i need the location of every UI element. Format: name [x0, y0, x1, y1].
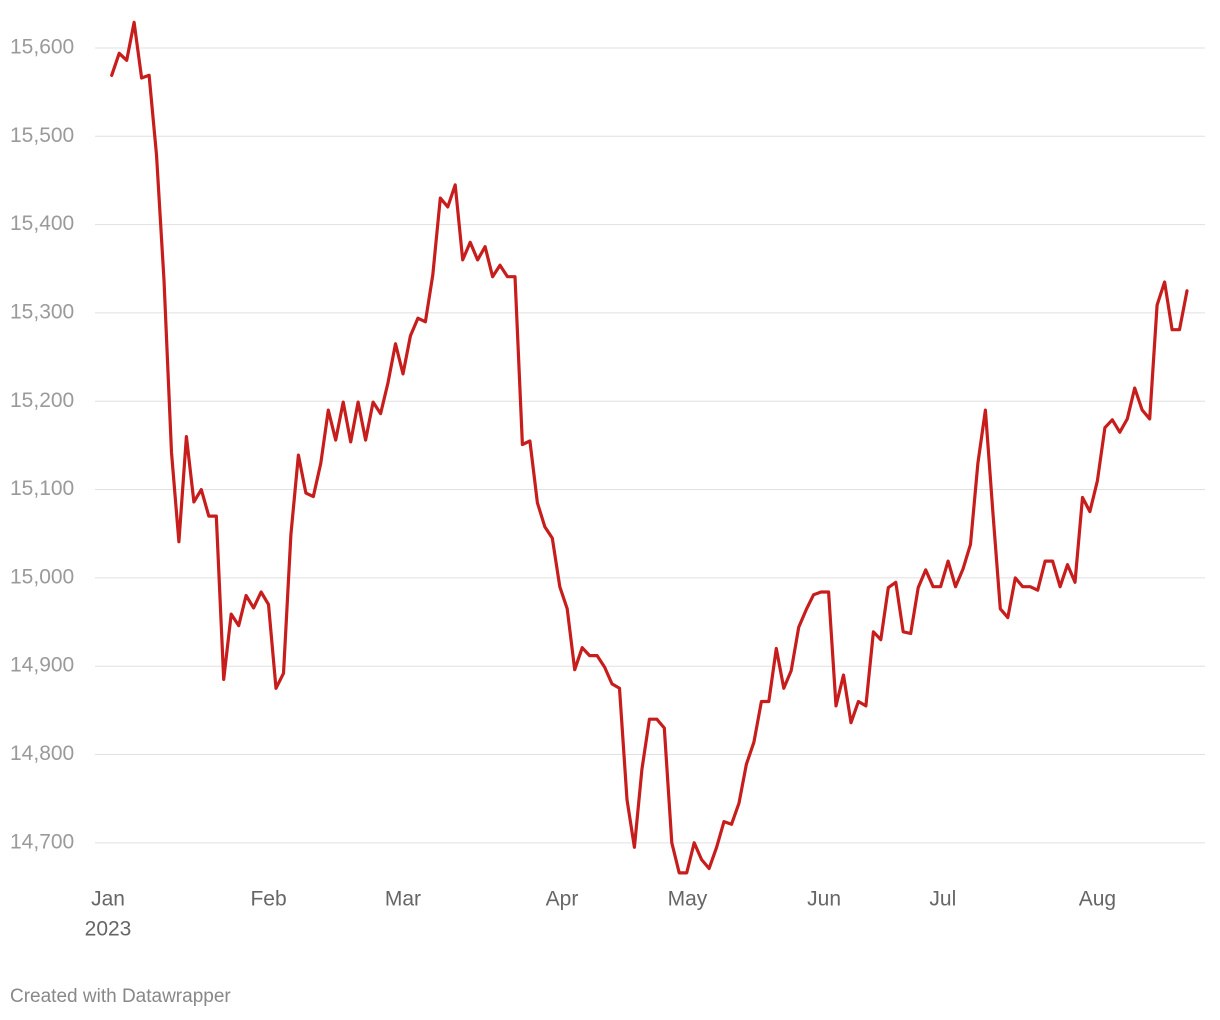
x-tick-label: Feb — [250, 888, 286, 911]
y-tick-label: 15,400 — [10, 212, 74, 235]
x-tick-label: Aug — [1079, 888, 1116, 911]
y-tick-label: 14,800 — [10, 742, 74, 765]
x-tick-label: Apr — [546, 888, 579, 911]
footer: Created with Datawrapper — [10, 986, 231, 1007]
y-tick-label: 14,900 — [10, 654, 74, 677]
x-tick-label: May — [668, 888, 708, 911]
y-tick-label: 14,700 — [10, 830, 74, 853]
y-tick-label: 15,500 — [10, 124, 74, 147]
y-tick-label: 15,300 — [10, 300, 74, 323]
y-tick-label: 15,000 — [10, 565, 74, 588]
x-tick-label: Jan — [91, 888, 125, 911]
y-tick-label: 15,600 — [10, 36, 74, 59]
year-label: 2023 — [85, 918, 132, 941]
x-tick-label: Mar — [385, 888, 421, 911]
y-tick-label: 15,100 — [10, 477, 74, 500]
x-tick-label: Jun — [807, 888, 841, 911]
x-tick-label: Jul — [929, 888, 956, 911]
data-line — [110, 20, 1189, 875]
y-tick-label: 15,200 — [10, 389, 74, 412]
